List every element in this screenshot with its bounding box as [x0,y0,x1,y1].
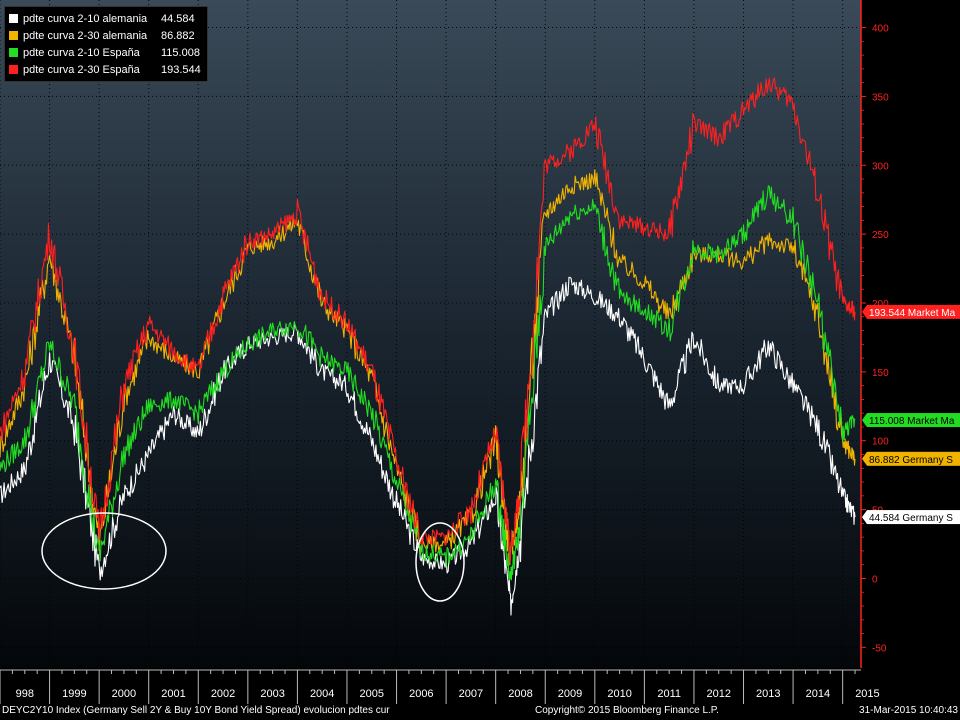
x-tick-label: 2005 [360,688,384,700]
x-tick-label: 2008 [508,688,532,700]
series-line [0,185,856,581]
x-axis-panel [0,668,960,704]
value-tag-label: 44.584 Germany S [869,513,953,524]
legend-series-name: pdte curva 2-10 alemania [23,12,148,25]
y-tick-label: 0 [872,574,878,585]
x-tick-label: 2015 [855,688,879,700]
value-tag-pointer [862,510,867,525]
value-tag-box [867,304,960,319]
y-tick-label: 400 [872,24,889,35]
x-tick-label: 2002 [211,688,235,700]
x-tick-label: 2012 [706,688,730,700]
annotation-ellipse-2000 [41,512,167,590]
x-tick-label: 2014 [806,688,830,700]
x-tick-label: 2009 [558,688,582,700]
x-tick-label: 2011 [657,688,681,700]
x-tick-label: 2006 [409,688,433,700]
y-tick-label: 350 [872,92,889,103]
legend-series-name: pdte curva 2-30 España [23,63,140,76]
value-tag-box [867,451,960,466]
x-tick-label: 1999 [62,688,86,700]
legend-series-value: 44.584 [161,12,195,25]
value-tag-label: 86.882 Germany S [869,455,953,466]
x-tick-label: 2007 [459,688,483,700]
y-axis-panel [861,0,960,668]
value-tag-label: 193.544 Market Ma [869,308,956,319]
x-tick-label: 2003 [260,688,284,700]
plot-background [0,0,861,668]
annotation-ellipse-2007 [415,522,465,602]
value-tag-box [867,510,960,525]
footer-index-description: DEYC2Y10 Index (Germany Sell 2Y & Buy 10… [2,705,390,716]
legend-swatch [9,31,18,40]
legend-swatch [9,14,18,23]
footer-bar: DEYC2Y10 Index (Germany Sell 2Y & Buy 10… [0,704,960,720]
legend-entry: pdte curva 2-10 alemania 44.584 [9,10,201,27]
legend-series-name: pdte curva 2-30 alemania [23,29,148,42]
y-tick-label: 250 [872,230,889,241]
x-tick-label: 2010 [607,688,631,700]
legend-entry: pdte curva 2-30 alemania 86.882 [9,27,201,44]
legend-series-value: 86.882 [161,29,195,42]
x-tick-label: 998 [16,688,34,700]
y-tick-label: 200 [872,299,889,310]
y-tick-label: 300 [872,161,889,172]
x-tick-label: 2000 [112,688,136,700]
y-tick-label: -50 [872,643,887,654]
value-tag-pointer [862,304,867,319]
footer-timestamp: 31-Mar-2015 10:40:43 [859,705,958,716]
legend: pdte curva 2-10 alemania 44.584 pdte cur… [4,6,208,82]
value-tag-pointer [862,451,867,466]
legend-entry: pdte curva 2-30 España 193.544 [9,61,201,78]
footer-copyright: Copyright© 2015 Bloomberg Finance L.P. [535,705,719,716]
value-tag-pointer [862,413,867,428]
legend-series-value: 115.008 [161,46,200,59]
x-tick-label: 2001 [161,688,185,700]
legend-swatch [9,65,18,74]
value-tag-box [867,413,960,428]
legend-entry: pdte curva 2-10 España 115.008 [9,44,201,61]
x-tick-label: 2004 [310,688,334,700]
y-tick-label: 150 [872,368,889,379]
legend-swatch [9,48,18,57]
x-tick-label: 2013 [756,688,780,700]
series-line [0,77,856,564]
value-tag-label: 115.008 Market Ma [869,416,955,427]
y-tick-label: 100 [872,437,889,448]
legend-series-name: pdte curva 2-10 España [23,46,140,59]
series-line [0,169,856,566]
legend-series-value: 193.544 [161,63,201,76]
